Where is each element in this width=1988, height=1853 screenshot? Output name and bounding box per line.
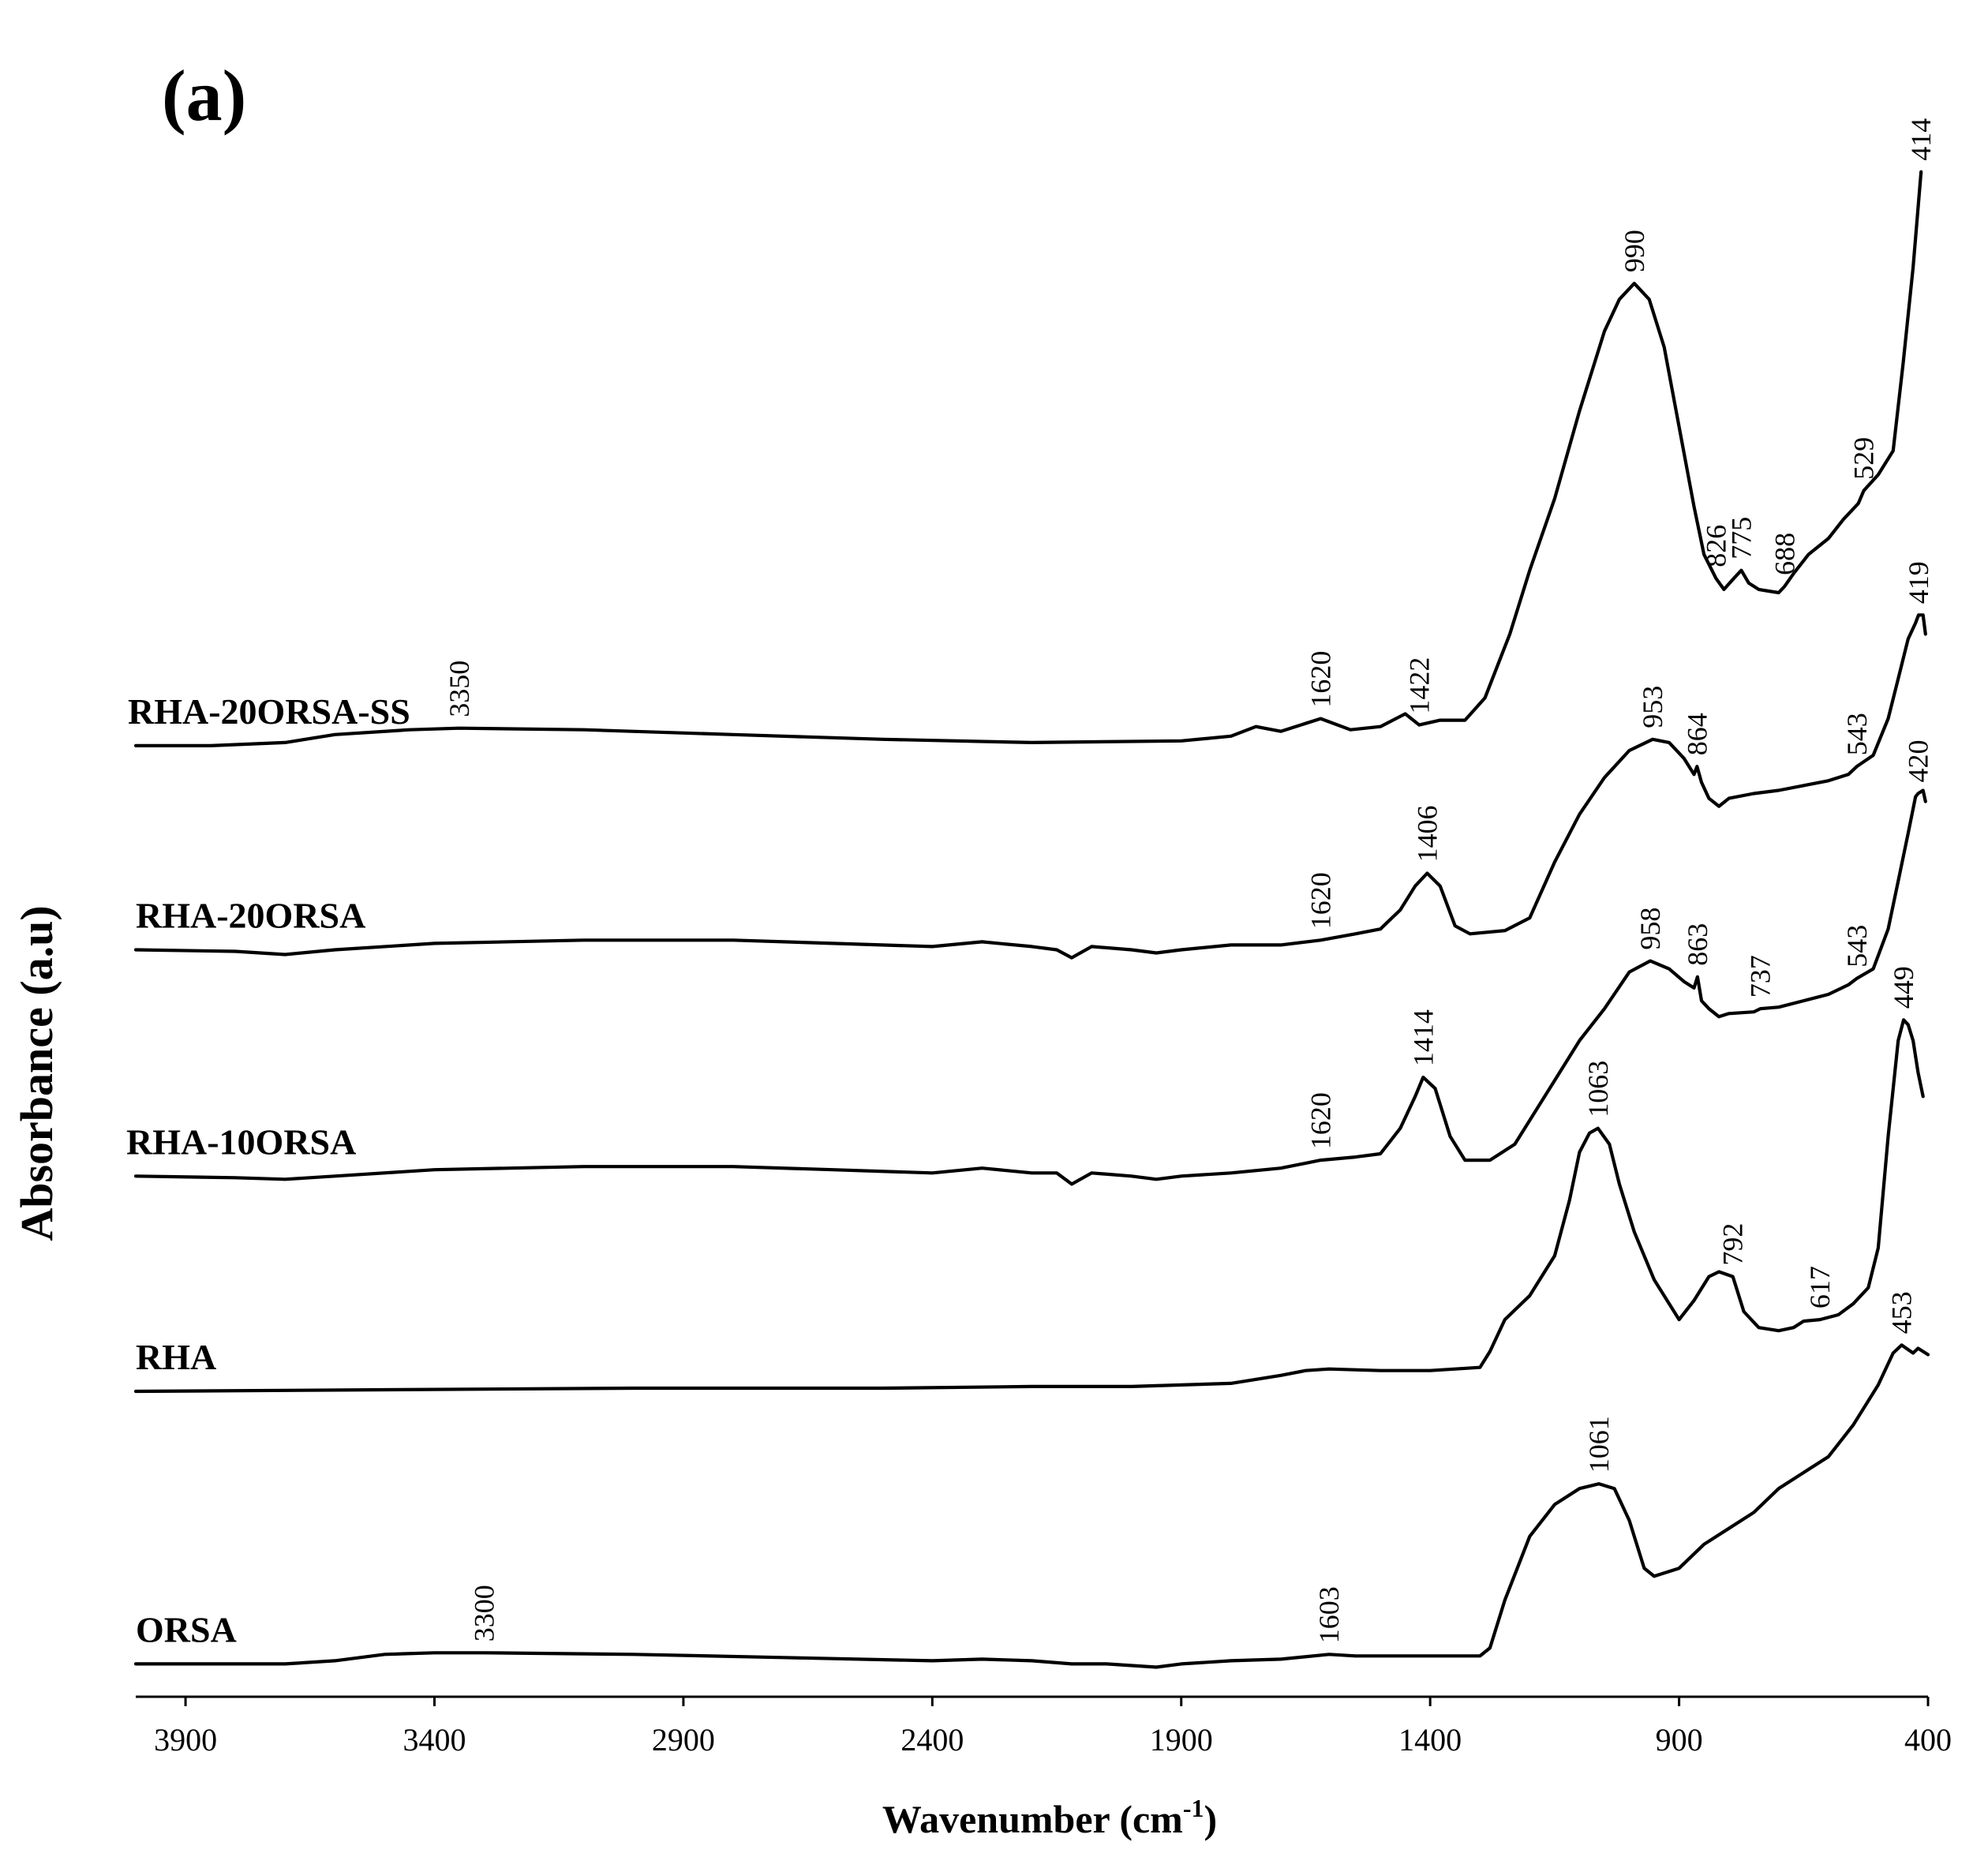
panel-label: (a) — [162, 55, 246, 136]
x-tick-label: 2400 — [900, 1722, 964, 1758]
spectrum-line-rha-20orsa-ss — [133, 170, 1923, 747]
spectrum-line-orsa — [133, 1343, 1930, 1669]
peak-label: 414 — [1905, 118, 1937, 161]
peak-label: 529 — [1848, 437, 1880, 480]
peak-label: 3350 — [444, 661, 475, 717]
x-tick-label: 900 — [1656, 1722, 1703, 1758]
peak-label: 1620 — [1305, 1092, 1336, 1149]
peak-label: 863 — [1682, 923, 1713, 966]
x-tick-label: 1400 — [1398, 1722, 1462, 1758]
series-rha-10orsa: RHA-10ORSA 1620 1414 958 863 737 543 420 — [126, 740, 1934, 1186]
peak-label: 990 — [1619, 230, 1650, 272]
series-label-rha-20orsa: RHA-20ORSA — [136, 896, 365, 936]
peak-label: 1422 — [1403, 657, 1435, 714]
spectrum-line-rha — [133, 1018, 1925, 1394]
x-tick-label: 400 — [1904, 1722, 1952, 1758]
peak-label: 543 — [1841, 713, 1873, 755]
peak-label: 420 — [1902, 740, 1934, 783]
x-axis: 3900 3400 2900 2400 1900 1400 900 400 — [136, 1695, 1952, 1758]
series-label-rha-10orsa: RHA-10ORSA — [126, 1121, 356, 1162]
x-tick-label: 2900 — [652, 1722, 715, 1758]
peak-label: 792 — [1717, 1223, 1749, 1266]
series-label-rha-20orsa-ss: RHA-20ORSA-SS — [128, 691, 410, 732]
series-rha: RHA 1063 792 617 449 — [133, 966, 1925, 1394]
peak-label: 453 — [1886, 1291, 1918, 1334]
x-axis-label-text: Wavenumber (cm — [882, 1797, 1183, 1841]
x-axis-label: Wavenumber (cm-1) — [882, 1794, 1217, 1841]
peak-label: 1061 — [1583, 1416, 1615, 1473]
peak-label: 1620 — [1305, 651, 1336, 708]
peak-label: 449 — [1888, 966, 1919, 1009]
x-tick-label: 3900 — [154, 1722, 217, 1758]
peak-label: 958 — [1634, 908, 1666, 950]
spectrum-line-rha-10orsa — [133, 788, 1927, 1186]
series-orsa: ORSA 3300 1603 1061 453 — [133, 1291, 1930, 1669]
peak-label: 1063 — [1582, 1061, 1614, 1117]
x-tick-label: 3400 — [403, 1722, 466, 1758]
peak-label: 617 — [1804, 1266, 1836, 1308]
peak-label: 1620 — [1305, 872, 1336, 929]
peak-label: 3300 — [469, 1585, 500, 1641]
series-label-orsa: ORSA — [136, 1609, 237, 1649]
peak-label: 953 — [1637, 686, 1668, 728]
x-axis-label-close: ) — [1204, 1797, 1217, 1841]
spectrum-line-rha-20orsa — [133, 613, 1927, 960]
peak-label: 1414 — [1407, 1009, 1439, 1066]
peak-label: 737 — [1744, 955, 1776, 998]
peak-label: 688 — [1769, 533, 1800, 575]
series-label-rha: RHA — [136, 1337, 216, 1377]
peak-label: 419 — [1903, 561, 1934, 604]
peak-label: 775 — [1725, 517, 1757, 560]
peak-label: 1406 — [1411, 806, 1443, 863]
x-axis-label-superscript: -1 — [1183, 1794, 1204, 1822]
peak-label: 826 — [1700, 525, 1732, 567]
x-ticks: 3900 3400 2900 2400 1900 1400 900 400 — [154, 1697, 1952, 1758]
x-tick-label: 1900 — [1150, 1722, 1213, 1758]
series-rha-20orsa: RHA-20ORSA 1620 1406 953 864 543 419 — [133, 561, 1934, 960]
peak-label: 864 — [1681, 713, 1713, 755]
peak-label: 1603 — [1313, 1586, 1345, 1643]
y-axis-label: Absorbance (a.u) — [11, 905, 62, 1241]
peak-label: 543 — [1841, 925, 1873, 968]
